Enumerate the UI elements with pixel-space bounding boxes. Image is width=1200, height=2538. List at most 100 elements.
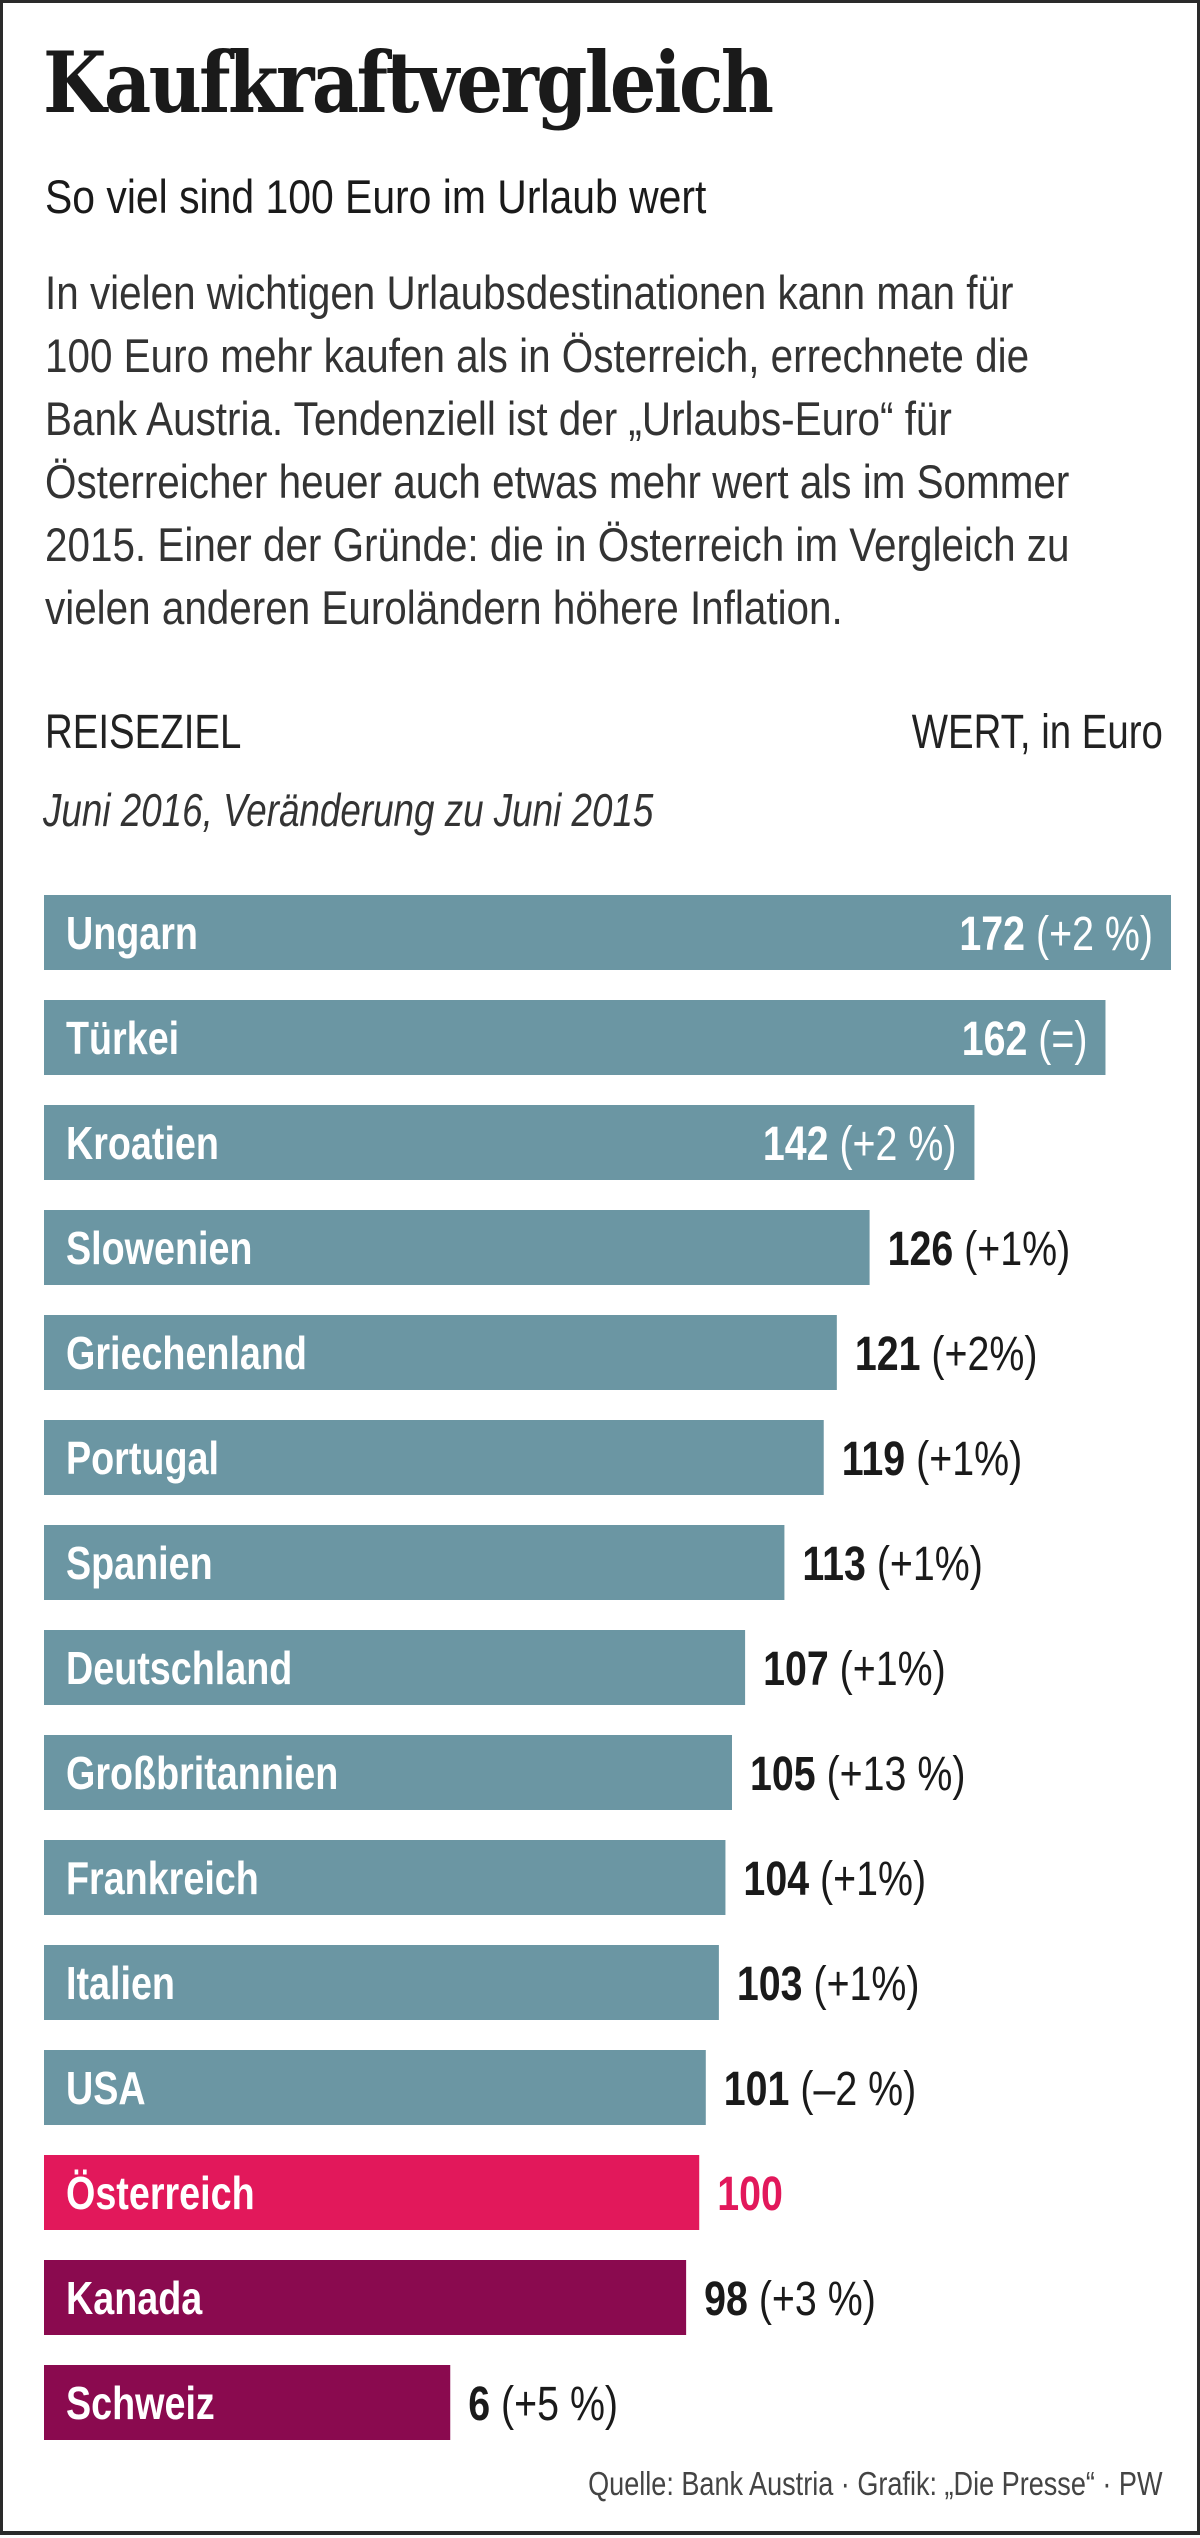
bar-row: Griechenland 121 (+2%) (44, 1315, 1037, 1390)
bar (44, 1525, 785, 1600)
value-number: 103 (737, 1957, 803, 2011)
bar-row: Türkei 162 (=) (44, 1000, 1106, 1075)
bar-row: Kroatien 142 (+2 %) (44, 1105, 975, 1180)
intro-line: In vielen wichtigen Urlaubsdestinationen… (45, 266, 1014, 319)
value-number: 104 (743, 1852, 809, 1906)
change-label: (+1%) (866, 1537, 983, 1591)
value-number: 105 (750, 1747, 816, 1801)
value-label: 104 (+1%) (743, 1852, 926, 1906)
change-label: (+2 %) (1025, 907, 1153, 961)
value-label: 105 (+13 %) (750, 1747, 965, 1801)
bar-row: Kanada 98 (+3 %) (44, 2260, 876, 2335)
change-label: (+1%) (829, 1642, 946, 1696)
category-label: USA (66, 2062, 146, 2113)
category-label: Deutschland (66, 1642, 292, 1693)
bar-chart: Ungarn 172 (+2 %) Türkei 162 (=) Kroatien 142… (44, 895, 1171, 2440)
bar (44, 1945, 719, 2020)
category-label: Kroatien (66, 1117, 219, 1168)
bar-row: Österreich 100 (44, 2155, 783, 2230)
value-number: 142 (763, 1117, 829, 1171)
category-label: Großbritannien (66, 1747, 338, 1798)
intro-line: 100 Euro mehr kaufen als in Österreich, … (45, 329, 1030, 382)
intro-line: 2015. Einer der Gründe: die in Österreic… (45, 518, 1070, 571)
bar (44, 2260, 687, 2335)
change-label: (+2%) (920, 1327, 1037, 1381)
value-label: 98 (+3 %) (704, 2272, 876, 2326)
bar-row: Deutschland 107 (+1%) (44, 1630, 946, 1705)
bar (44, 1420, 824, 1495)
value-label: 121 (+2%) (855, 1327, 1038, 1381)
column-header-value: WERT, in Euro (911, 706, 1163, 759)
bar (44, 2155, 700, 2230)
value-label: 107 (+1%) (763, 1642, 946, 1696)
value-label: 162 (=) (962, 1012, 1088, 1066)
category-label: Spanien (66, 1537, 213, 1588)
value-number: 98 (704, 2272, 748, 2326)
change-label: (+1%) (953, 1222, 1070, 1276)
value-label: 103 (+1%) (737, 1957, 920, 2011)
bar-row: Spanien 113 (+1%) (44, 1525, 983, 1600)
value-label: 101 (–2 %) (724, 2062, 916, 2116)
value-label: 113 (+1%) (802, 1537, 982, 1591)
category-label: Slowenien (66, 1222, 252, 1273)
category-label: Portugal (66, 1432, 219, 1483)
value-label: 100 (717, 2167, 783, 2221)
change-label: (+5 %) (490, 2377, 618, 2431)
value-number: 172 (959, 907, 1025, 961)
intro-text: In vielen wichtigen Urlaubsdestinationen… (45, 261, 1086, 639)
bar-row: Slowenien 126 (+1%) (44, 1210, 1070, 1285)
value-label: 142 (+2 %) (763, 1117, 957, 1171)
bar (44, 1210, 870, 1285)
bar (44, 2050, 706, 2125)
source-credit: Quelle: Bank Austria · Grafik: „Die Pres… (588, 2465, 1163, 2502)
category-label: Kanada (66, 2272, 203, 2323)
bar-row: Großbritannien 105 (+13 %) (44, 1735, 965, 1810)
bar-row: Ungarn 172 (+2 %) (44, 895, 1171, 970)
bar (44, 1840, 726, 1915)
value-number: 121 (855, 1327, 921, 1381)
column-header-destination: REISEZIEL (45, 706, 242, 759)
category-label: Schweiz (66, 2377, 215, 2428)
bar (44, 1105, 975, 1180)
bar-row: Italien 103 (+1%) (44, 1945, 920, 2020)
value-number: 100 (717, 2167, 783, 2221)
category-label: Türkei (66, 1012, 179, 1063)
change-label: (–2 %) (789, 2062, 916, 2116)
category-label: Italien (66, 1957, 175, 2008)
bar-row: Portugal 119 (+1%) (44, 1420, 1022, 1495)
category-label: Ungarn (66, 907, 198, 958)
category-label: Österreich (66, 2167, 255, 2218)
intro-line: vielen anderen Euroländern höhere Inflat… (45, 581, 843, 634)
bar-row: Schweiz 6 (+5 %) (44, 2365, 618, 2440)
value-number: 6 (468, 2377, 490, 2431)
value-number: 119 (842, 1432, 905, 1486)
change-label: (+13 %) (816, 1747, 966, 1801)
category-label: Griechenland (66, 1327, 307, 1378)
value-number: 113 (802, 1537, 865, 1591)
intro-line: Bank Austria. Tendenziell ist der „Urlau… (45, 392, 952, 445)
bar (44, 1735, 732, 1810)
bar (44, 2365, 451, 2440)
change-label: (+2 %) (829, 1117, 957, 1171)
value-label: 126 (+1%) (888, 1222, 1071, 1276)
change-label: (+1%) (803, 1957, 920, 2011)
change-label: (+1%) (809, 1852, 926, 1906)
bar (44, 1315, 837, 1390)
bar-row: USA 101 (–2 %) (44, 2050, 916, 2125)
category-label: Frankreich (66, 1852, 259, 1903)
value-label: 6 (+5 %) (468, 2377, 618, 2431)
bar (44, 895, 1171, 970)
bar-row: Frankreich 104 (+1%) (44, 1840, 926, 1915)
value-label: 119 (+1%) (842, 1432, 1022, 1486)
intro-line: Österreicher heuer auch etwas mehr wert … (45, 455, 1070, 508)
change-label: (+1%) (905, 1432, 1022, 1486)
value-number: 107 (763, 1642, 829, 1696)
bar (44, 1630, 746, 1705)
value-number: 162 (962, 1012, 1028, 1066)
chart-title: Kaufkraftvergleich (43, 33, 774, 132)
chart-subtitle: So viel sind 100 Euro im Urlaub wert (45, 170, 707, 223)
chart-note: Juni 2016, Veränderung zu Juni 2015 (43, 784, 654, 836)
change-label: (+3 %) (748, 2272, 876, 2326)
value-label: 172 (+2 %) (959, 907, 1153, 961)
